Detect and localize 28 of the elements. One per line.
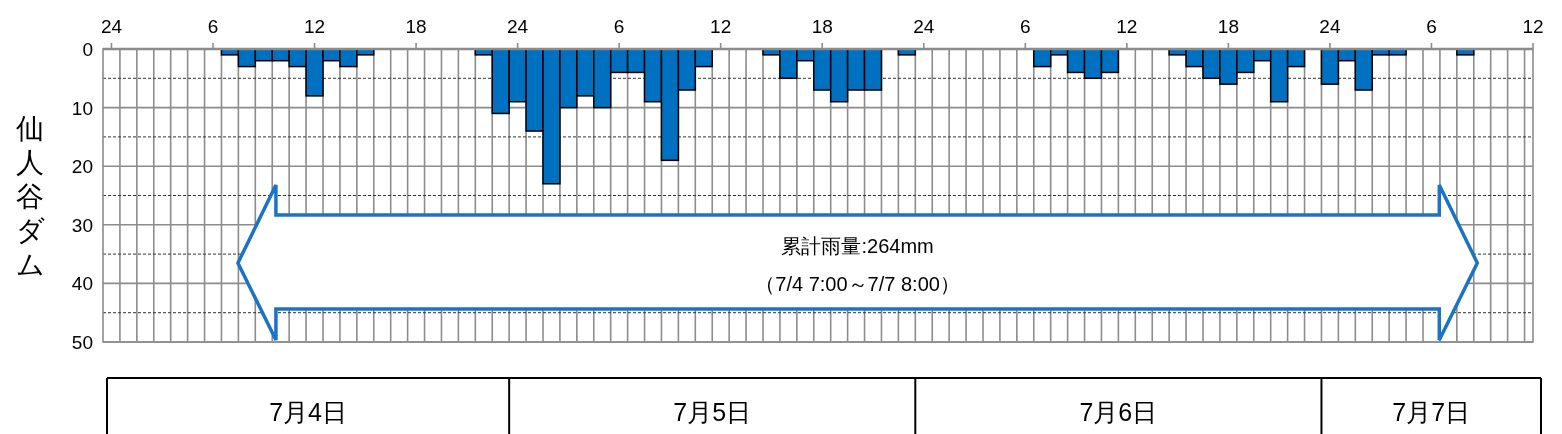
- x-tick-label: 24: [100, 16, 123, 37]
- y-tick-label: 50: [71, 332, 93, 353]
- y-axis-title: 仙人谷ダム: [15, 112, 45, 280]
- x-tick-label: 18: [811, 16, 833, 37]
- x-tick-label: 24: [1319, 16, 1341, 37]
- x-tick-label: 6: [1426, 16, 1437, 37]
- text: 7月4日: [269, 398, 347, 426]
- y-tick-label: 0: [82, 39, 93, 60]
- x-tick-label: 24: [913, 16, 935, 37]
- text: 7月5日: [673, 398, 752, 426]
- x-tick-label: 6: [1020, 16, 1031, 37]
- y-tick-label: 30: [71, 214, 93, 236]
- x-tick-label: 12: [710, 16, 732, 37]
- x-tick-label: 12: [303, 16, 326, 37]
- y-tick-label: 40: [71, 273, 93, 295]
- annotation: 累計雨量:264mm: [781, 235, 934, 257]
- text: 7月7日: [1392, 398, 1471, 426]
- y-tick-label: 10: [71, 97, 93, 119]
- x-tick-label: 18: [405, 16, 427, 37]
- text: 7月6日: [1079, 398, 1158, 426]
- x-tick-label: 24: [507, 16, 529, 37]
- x-tick-label: 6: [613, 16, 625, 37]
- x-tick-label: 12: [1522, 16, 1544, 37]
- x-tick-label: 12: [1116, 16, 1138, 37]
- annotation: （7/4 7:00～7/7 8:00）: [755, 273, 960, 295]
- x-tick-label: 18: [1217, 16, 1239, 37]
- x-tick-label: 6: [207, 16, 219, 37]
- y-tick-label: 20: [71, 156, 93, 178]
